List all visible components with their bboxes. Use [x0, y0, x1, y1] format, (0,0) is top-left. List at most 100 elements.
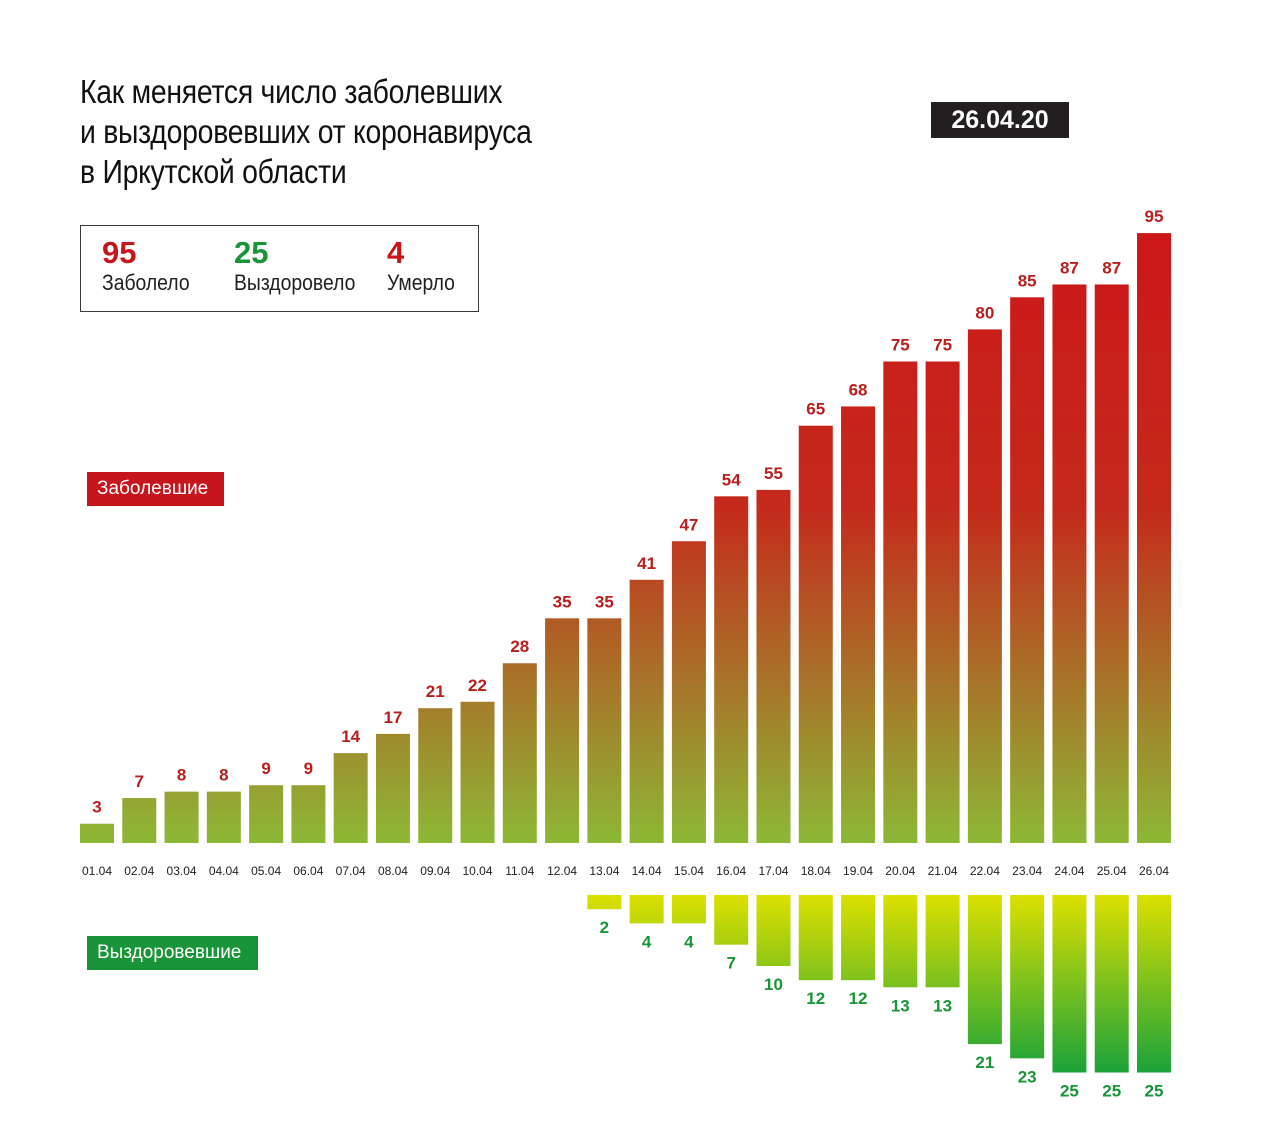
- series-tag-infected: Заболевшие: [87, 472, 224, 506]
- label-recovered-16.04: 7: [726, 954, 735, 973]
- label-infected-20.04: 75: [891, 336, 910, 355]
- stat-recovered: 25 Выздоровело: [234, 236, 372, 296]
- bar-recovered-19.04: [841, 895, 876, 981]
- bar-infected-06.04: [291, 785, 326, 843]
- label-recovered-20.04: 13: [891, 996, 910, 1015]
- bar-recovered-14.04: [629, 895, 664, 924]
- x-tick-03.04: 03.04: [167, 864, 197, 878]
- label-infected-10.04: 22: [468, 676, 487, 695]
- label-infected-17.04: 55: [764, 464, 783, 483]
- bar-infected-08.04: [375, 733, 410, 843]
- x-tick-20.04: 20.04: [885, 864, 915, 878]
- bar-recovered-24.04: [1052, 895, 1087, 1073]
- bar-recovered-23.04: [1010, 895, 1045, 1059]
- label-infected-23.04: 85: [1018, 271, 1037, 290]
- x-tick-23.04: 23.04: [1012, 864, 1042, 878]
- x-tick-16.04: 16.04: [716, 864, 746, 878]
- label-recovered-24.04: 25: [1060, 1082, 1079, 1101]
- label-infected-22.04: 80: [975, 303, 994, 322]
- bar-infected-01.04: [80, 823, 114, 843]
- stat-deaths: 4 Умерло: [387, 236, 464, 296]
- label-infected-07.04: 14: [341, 727, 360, 746]
- x-tick-11.04: 11.04: [505, 864, 534, 878]
- bar-recovered-21.04: [925, 895, 960, 988]
- label-recovered-25.04: 25: [1102, 1082, 1121, 1101]
- x-tick-25.04: 25.04: [1097, 864, 1127, 878]
- x-tick-13.04: 13.04: [589, 864, 619, 878]
- label-recovered-23.04: 23: [1018, 1067, 1037, 1086]
- label-recovered-19.04: 12: [849, 989, 868, 1008]
- title-line-2: и выздоровевших от коронавируса: [80, 113, 532, 150]
- label-recovered-22.04: 21: [975, 1053, 994, 1072]
- stat-deaths-label: Умерло: [387, 270, 455, 295]
- label-infected-25.04: 87: [1102, 258, 1121, 277]
- label-infected-08.04: 17: [383, 708, 402, 727]
- x-tick-24.04: 24.04: [1054, 864, 1084, 878]
- bar-infected-11.04: [502, 663, 537, 843]
- label-infected-02.04: 7: [135, 772, 144, 791]
- bar-recovered-16.04: [714, 895, 749, 945]
- label-infected-01.04: 3: [92, 798, 101, 817]
- x-tick-07.04: 07.04: [336, 864, 366, 878]
- x-tick-19.04: 19.04: [843, 864, 873, 878]
- bar-infected-18.04: [798, 425, 833, 843]
- bar-infected-15.04: [671, 541, 706, 843]
- x-tick-01.04: 01.04: [82, 864, 112, 878]
- bar-infected-07.04: [333, 753, 368, 843]
- label-infected-26.04: 95: [1145, 207, 1164, 226]
- x-tick-10.04: 10.04: [463, 864, 493, 878]
- chart-title: Как меняется число заболевших и выздоров…: [80, 72, 532, 192]
- x-tick-26.04: 26.04: [1139, 864, 1169, 878]
- x-tick-17.04: 17.04: [758, 864, 788, 878]
- bar-infected-24.04: [1052, 284, 1087, 844]
- bar-infected-25.04: [1094, 284, 1129, 844]
- label-infected-13.04: 35: [595, 592, 614, 611]
- bar-infected-20.04: [883, 361, 918, 843]
- x-tick-09.04: 09.04: [420, 864, 450, 878]
- label-infected-19.04: 68: [849, 380, 868, 399]
- label-infected-14.04: 41: [637, 554, 656, 573]
- label-infected-09.04: 21: [426, 682, 445, 701]
- x-tick-06.04: 06.04: [293, 864, 323, 878]
- label-recovered-18.04: 12: [806, 989, 825, 1008]
- bar-recovered-15.04: [671, 895, 706, 924]
- bar-infected-16.04: [714, 496, 749, 843]
- x-tick-04.04: 04.04: [209, 864, 239, 878]
- x-tick-15.04: 15.04: [674, 864, 704, 878]
- stat-deaths-value: 4: [387, 235, 405, 270]
- bar-infected-10.04: [460, 701, 495, 843]
- bar-recovered-18.04: [798, 895, 833, 981]
- bar-infected-12.04: [545, 618, 580, 843]
- bar-recovered-20.04: [883, 895, 918, 988]
- x-tick-14.04: 14.04: [632, 864, 662, 878]
- label-infected-12.04: 35: [553, 592, 572, 611]
- bar-infected-17.04: [756, 489, 791, 843]
- label-infected-06.04: 9: [304, 759, 313, 778]
- bar-infected-05.04: [249, 785, 284, 843]
- bar-recovered-13.04: [587, 895, 622, 910]
- label-infected-15.04: 47: [679, 515, 698, 534]
- bar-infected-09.04: [418, 708, 453, 843]
- bar-recovered-26.04: [1137, 895, 1171, 1073]
- date-badge: 26.04.20: [931, 102, 1069, 138]
- stat-recovered-label: Выздоровело: [234, 270, 356, 295]
- bar-infected-04.04: [206, 791, 241, 843]
- label-infected-04.04: 8: [219, 766, 228, 785]
- stat-infected-label: Заболело: [102, 270, 190, 295]
- bar-infected-02.04: [122, 798, 157, 843]
- label-recovered-21.04: 13: [933, 996, 952, 1015]
- label-infected-16.04: 54: [722, 470, 741, 489]
- label-infected-24.04: 87: [1060, 258, 1079, 277]
- label-recovered-13.04: 2: [600, 918, 609, 937]
- series-tag-recovered: Выздоровевшие: [87, 936, 258, 970]
- stat-recovered-value: 25: [234, 235, 269, 270]
- label-recovered-14.04: 4: [642, 932, 652, 951]
- bar-infected-26.04: [1137, 233, 1171, 844]
- label-infected-03.04: 8: [177, 766, 186, 785]
- label-infected-18.04: 65: [806, 400, 825, 419]
- x-tick-21.04: 21.04: [928, 864, 958, 878]
- x-tick-05.04: 05.04: [251, 864, 281, 878]
- label-recovered-15.04: 4: [684, 932, 694, 951]
- bar-infected-03.04: [164, 791, 199, 843]
